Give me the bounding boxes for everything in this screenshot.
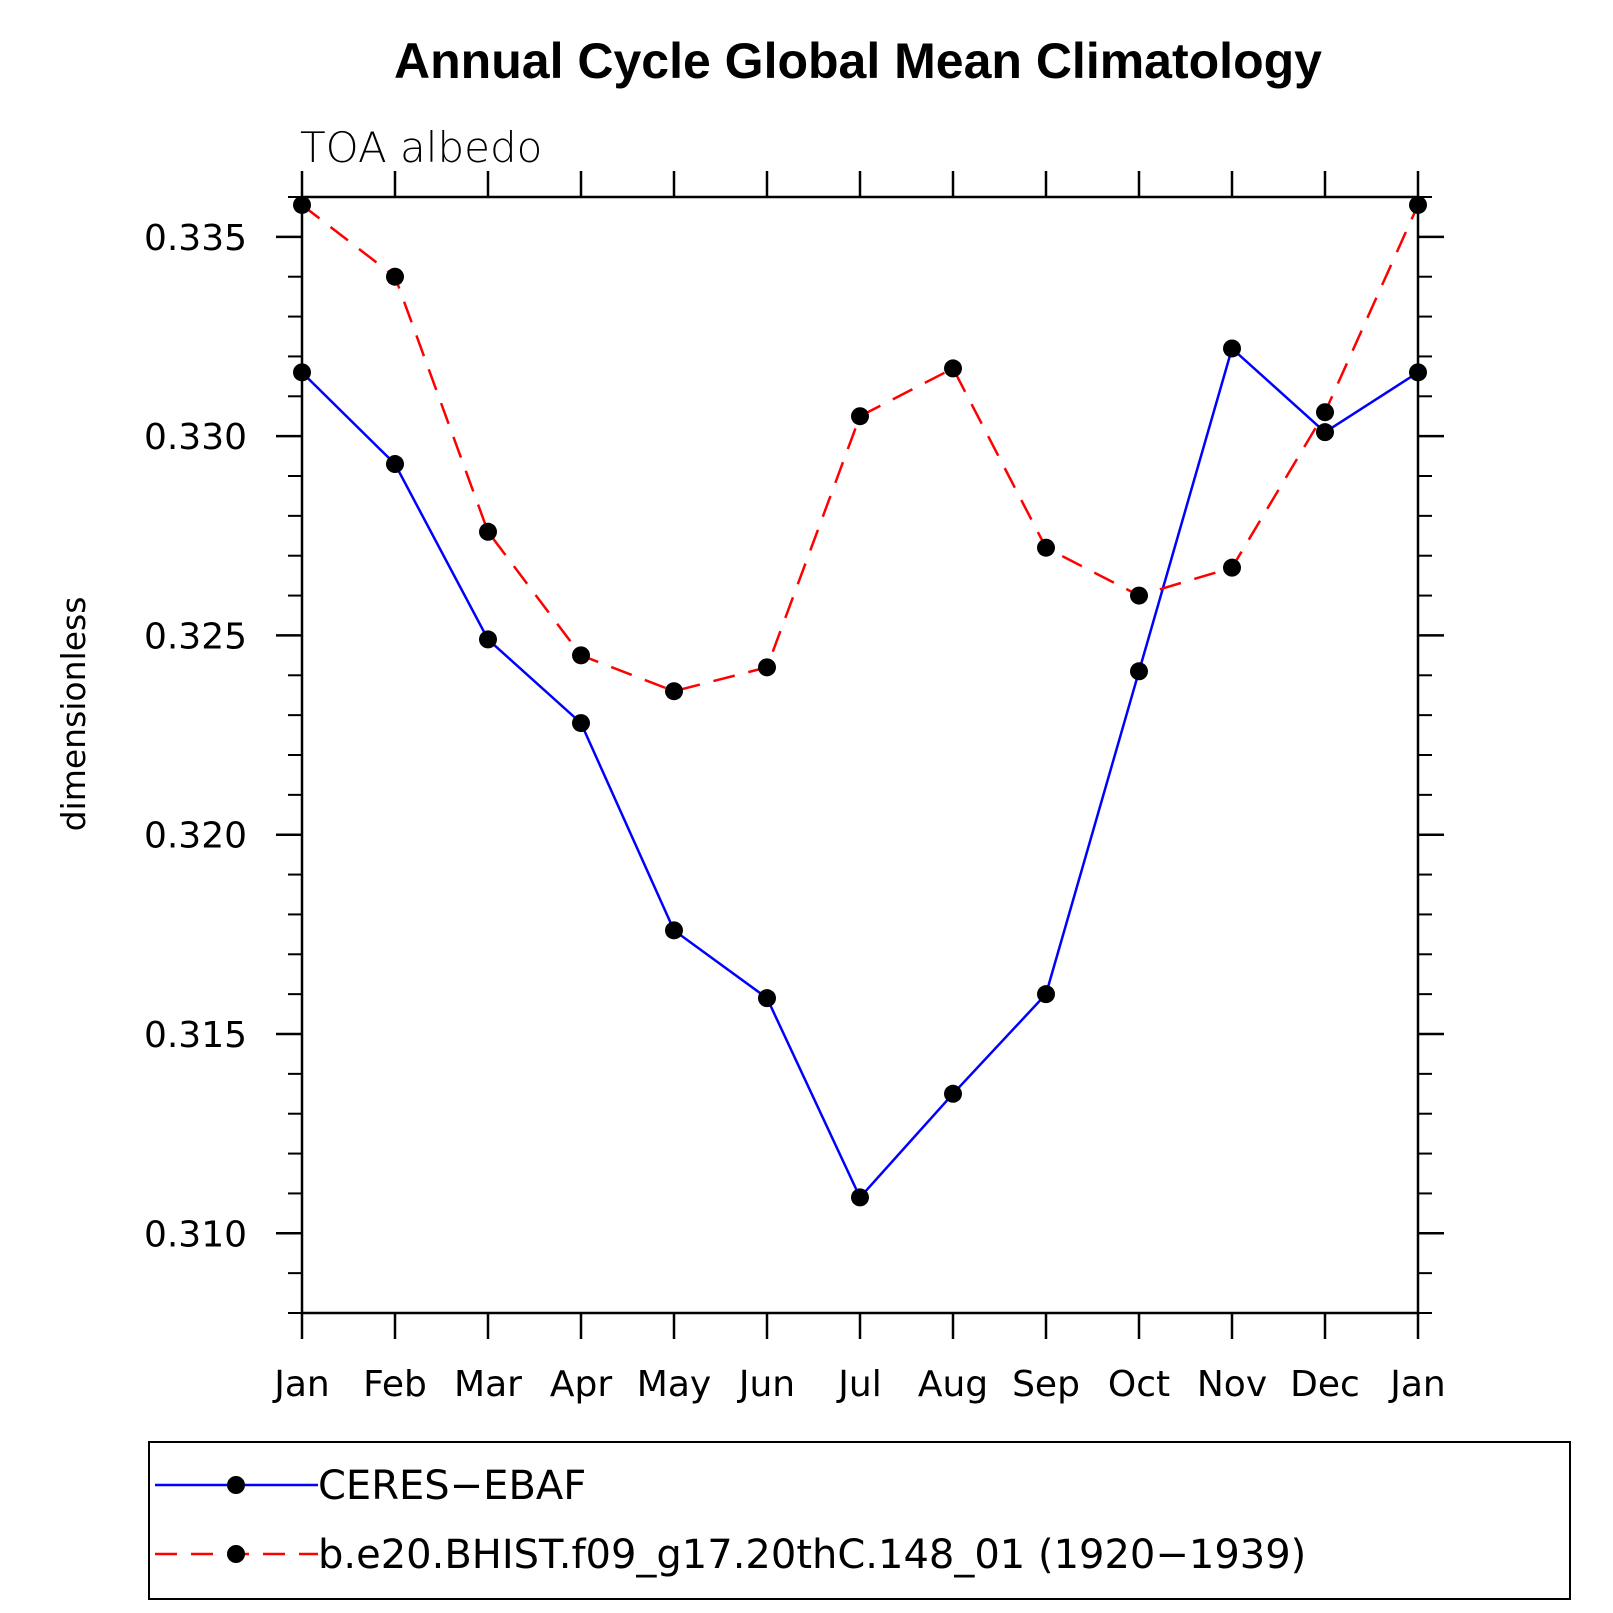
series-0-point [944, 1084, 962, 1103]
legend: CERES−EBAF b.e20.BHIST.f09_g17.20thC.148… [148, 1441, 1571, 1600]
series-line-1 [301, 203, 1420, 693]
series-0-point [572, 714, 590, 733]
y-tick-label: 0.315 [144, 1015, 247, 1056]
chart-subtitle: TOA albedo [300, 123, 542, 172]
series-1-point [479, 522, 497, 541]
x-tick-label: Oct [1108, 1364, 1170, 1405]
labels-layer: Jan Feb Mar Apr May Jun Jul Aug Sep Oct Nov Dec Jan 0… [144, 218, 1446, 1405]
y-tick-label: 0.330 [144, 417, 247, 458]
series-layer [293, 195, 1427, 1207]
series-0-point [851, 1188, 869, 1207]
series-1-point [851, 407, 869, 426]
x-tick-label: Apr [550, 1364, 612, 1405]
y-tick-label: 0.310 [144, 1214, 247, 1255]
y-tick-label: 0.320 [144, 816, 247, 857]
legend-box [148, 1441, 1571, 1600]
legend-label-ceres: CERES−EBAF [318, 1463, 586, 1509]
y-tick-label: 0.335 [144, 218, 247, 259]
series-1-point [665, 682, 683, 701]
chart-title: Annual Cycle Global Mean Climatology [394, 33, 1322, 89]
x-tick-label: Sep [1012, 1364, 1080, 1405]
series-line-0 [301, 346, 1419, 1200]
legend-label-model: b.e20.BHIST.f09_g17.20thC.148_01 (1920−1… [318, 1532, 1306, 1578]
x-tick-label: Mar [454, 1364, 522, 1405]
series-0-point [665, 921, 683, 940]
series-1-point [1223, 558, 1241, 577]
series-1-point [572, 646, 590, 665]
legend-marker-ceres [227, 1476, 245, 1494]
x-tick-label: Jan [1388, 1364, 1446, 1405]
x-tick-label: Feb [363, 1364, 427, 1405]
x-tick-label: Jul [836, 1364, 881, 1405]
series-0-point [386, 455, 404, 474]
legend-marker-model [227, 1545, 245, 1563]
series-1-point [1037, 538, 1055, 557]
series-1-point [944, 359, 962, 378]
series-1-point [758, 658, 776, 677]
series-0-point [1037, 985, 1055, 1004]
series-1-point [386, 267, 404, 286]
series-0-point [1316, 423, 1334, 442]
x-tick-label: Nov [1197, 1364, 1267, 1405]
x-tick-label: Jun [737, 1364, 795, 1405]
y-tick-label: 0.325 [144, 616, 247, 657]
x-tick-label: Aug [918, 1364, 988, 1405]
x-tick-label: Jan [272, 1364, 330, 1405]
series-0-point [479, 630, 497, 649]
y-axis-label: dimensionless [54, 597, 93, 832]
x-tick-label: May [637, 1364, 711, 1405]
series-1-point [1130, 586, 1148, 605]
x-tick-label: Dec [1290, 1364, 1360, 1405]
series-1-point [1316, 403, 1334, 422]
series-0-point [1130, 662, 1148, 681]
series-0-point [758, 989, 776, 1008]
series-0-point [1223, 339, 1241, 358]
ticks-layer [276, 171, 1444, 1339]
